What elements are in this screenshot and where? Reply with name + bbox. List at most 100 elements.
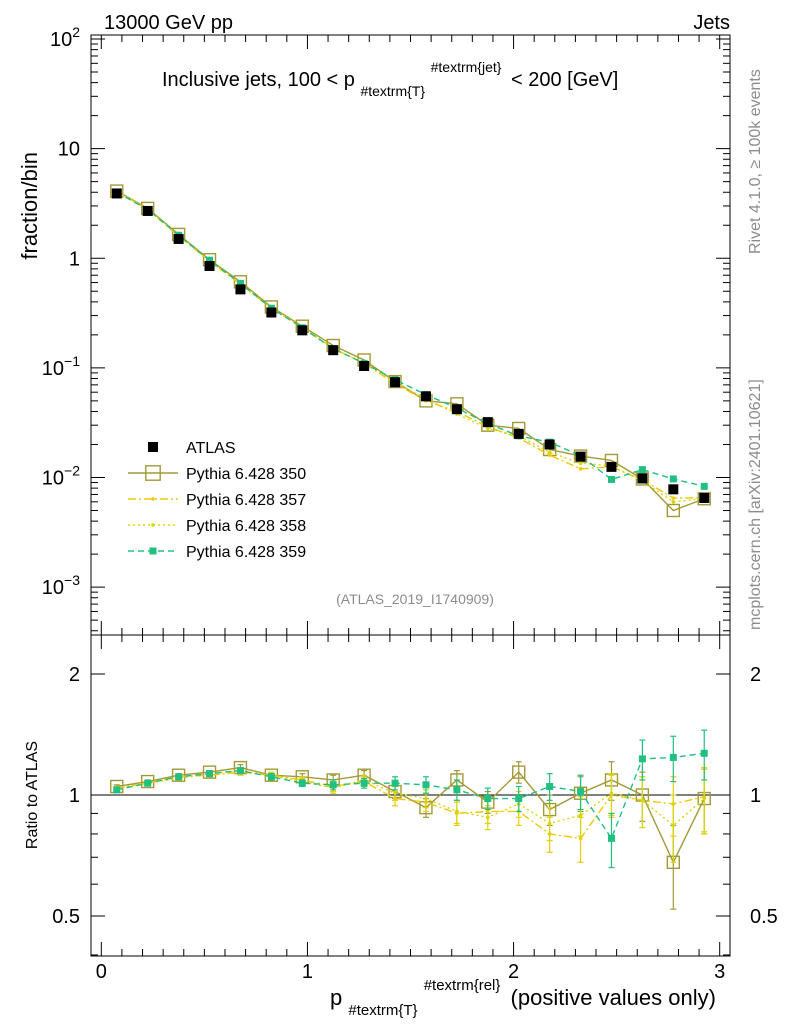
main-ytick-label: 1 (69, 248, 80, 270)
atlas-data-point (482, 417, 493, 428)
ratio-xtick-label: 3 (714, 961, 725, 983)
main-series-group (110, 184, 711, 518)
legend-label: Pythia 6.428 350 (186, 466, 306, 483)
atlas-data-point (544, 439, 555, 450)
pythia-358-point (671, 823, 676, 828)
ratio-ytick-label: 2 (69, 664, 80, 686)
atlas-data-point (359, 361, 370, 372)
pythia-359-point (484, 795, 492, 803)
ratio-series-2 (113, 766, 708, 863)
xlabel-sub: #textrm{T} (348, 1002, 417, 1019)
pythia-359-point (638, 466, 646, 474)
pythia-359-point (206, 770, 214, 778)
pythia-359-point (422, 781, 430, 789)
pythia-359-point (236, 279, 244, 287)
ratio-xtick-label: 2 (508, 961, 519, 983)
atlas-data-point (173, 233, 184, 244)
pythia-358-point (547, 821, 552, 826)
pythia-350-point (512, 765, 526, 779)
pythia-358-point (671, 500, 676, 504)
pythia-358-point (578, 813, 583, 818)
pythia-358-point (393, 791, 397, 796)
main-ytick-label: 10−3 (42, 572, 80, 599)
ratio-series-line (116, 771, 705, 840)
legend-label: Pythia 6.428 357 (186, 492, 306, 509)
main-series-line (116, 191, 705, 488)
ratio-series-0 (110, 760, 711, 910)
pythia-359-point (149, 547, 157, 555)
pythia-358-point (702, 796, 707, 801)
pythia-358-point (151, 523, 155, 527)
xlabel-post: (positive values only) (511, 985, 716, 1010)
ratio-ytick-label-right: 0.5 (750, 906, 778, 928)
pythia-358-point (609, 791, 614, 796)
legend-label: Pythia 6.428 358 (186, 518, 306, 535)
pythia-357-point (671, 496, 676, 500)
pythia-357-point (578, 467, 583, 471)
pythia-359-point (638, 755, 646, 763)
main-ytick-label: 102 (50, 24, 80, 51)
title-sup: #textrm{jet} (431, 59, 502, 75)
pythia-350-point (388, 374, 402, 389)
atlas-data-point (668, 484, 679, 495)
ratio-series-3 (113, 729, 708, 869)
pythia-359-point (360, 779, 368, 787)
pythia-350-point (145, 465, 161, 481)
main-series-0 (111, 188, 710, 504)
ratio-y-axis: 0.5 0.5 1 1 2 2 (52, 664, 778, 956)
atlas-data-point (111, 188, 122, 199)
pythia-358-point (485, 815, 490, 820)
ratio-ytick-label-right: 2 (750, 664, 761, 686)
pythia-359-point (607, 475, 615, 483)
ratio-ytick-label-right: 1 (750, 785, 761, 807)
main-ytick-label: 10 (58, 139, 80, 161)
pythia-358-point (547, 450, 552, 455)
ratio-series-line (116, 769, 705, 827)
chart-title: Inclusive jets, 100 < p #textrm{T} #text… (162, 55, 618, 101)
pythia-359-point (298, 779, 306, 787)
legend-entry: ATLAS (148, 440, 236, 457)
atlas-data-point (328, 345, 339, 356)
legend-entry: Pythia 6.428 358 (128, 518, 306, 535)
pythia-358-point (640, 798, 645, 803)
main-ytick-label: 10−2 (42, 463, 80, 490)
pythia-359-point (700, 482, 708, 490)
atlas-data-point (266, 307, 277, 318)
atlas-data-point (513, 428, 524, 439)
ratio-series-line (116, 766, 705, 864)
xlabel-pre: p (330, 985, 342, 1010)
atlas-data-point (142, 205, 153, 216)
ratio-series-group (110, 729, 711, 910)
pythia-350-point (697, 492, 711, 506)
pythia-358-point (455, 809, 459, 814)
pythia-359-point (113, 786, 121, 794)
atlas-data-point (390, 377, 401, 388)
pythia-359-point (267, 773, 275, 781)
pythia-359-point (175, 773, 183, 781)
title-sub: #textrm{T} (360, 83, 425, 99)
ratio-x-axis: 0 1 2 3 (96, 635, 725, 983)
rivet-label: Rivet 4.1.0, ≥ 100k events (747, 69, 764, 254)
atlas-data-point (204, 260, 215, 271)
pythia-359-point (453, 786, 461, 794)
ratio-ytick-label: 1 (69, 785, 80, 807)
pythia-359-point (391, 779, 399, 787)
pythia-358-point (424, 796, 428, 801)
atlas-data-point (235, 284, 246, 295)
pythia-357-point (578, 836, 583, 841)
atlas-data-point (575, 451, 586, 462)
legend: ATLAS Pythia 6.428 350 Pythia 6.428 357 Pyt… (128, 440, 306, 561)
atlas-data-point (420, 391, 431, 402)
pythia-358-point (578, 461, 583, 466)
pythia-357-point (151, 497, 155, 501)
atlas-data-point (699, 493, 710, 504)
header-left: 13000 GeV pp (104, 12, 233, 34)
main-series-line (116, 191, 705, 503)
ratio-xtick-label: 1 (302, 961, 313, 983)
main-ylabel: fraction/bin (17, 152, 42, 260)
legend-entry: Pythia 6.428 359 (128, 544, 306, 561)
analysis-watermark: (ATLAS_2019_I1740909) (336, 591, 494, 607)
pythia-350-point (171, 768, 186, 782)
main-x-axis (100, 35, 721, 635)
